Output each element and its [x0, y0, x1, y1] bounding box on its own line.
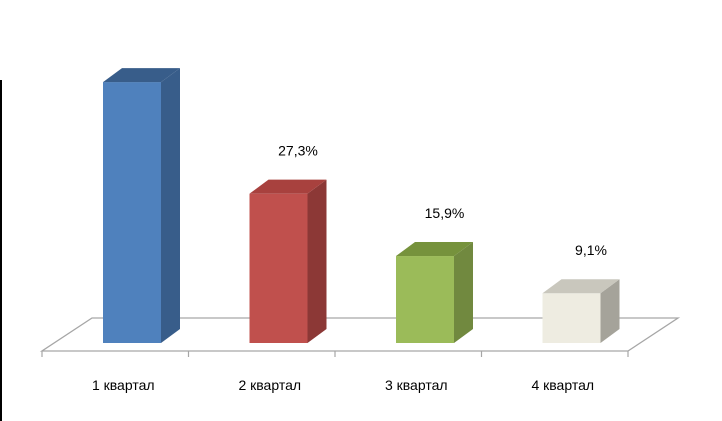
- bar-side-face: [161, 68, 180, 344]
- bar-1: [103, 68, 180, 344]
- bar-front-face: [542, 293, 601, 343]
- bar-top-face: [103, 68, 180, 83]
- bar-top-face: [396, 242, 473, 257]
- bar-side-face: [600, 279, 620, 343]
- bar-top-face: [249, 179, 327, 194]
- category-label: 2 квартал: [238, 377, 301, 393]
- bar-3: [396, 242, 473, 343]
- x-axis-ticks: [41, 351, 629, 357]
- bar-front-face: [103, 82, 161, 344]
- bar-side-face: [454, 242, 473, 343]
- data-label: 15,9%: [425, 205, 465, 221]
- bar-4: [542, 279, 620, 343]
- category-label: 4 квартал: [531, 377, 594, 393]
- bar-top-face: [542, 279, 620, 294]
- category-label: 3 квартал: [385, 377, 448, 393]
- category-label: 1 квартал: [92, 377, 155, 393]
- chart-floor: [39, 317, 681, 352]
- bars-group: [103, 68, 620, 344]
- bar-side-face: [307, 179, 327, 343]
- bar-2: [249, 179, 327, 343]
- data-label: 9,1%: [575, 242, 607, 258]
- bar-front-face: [249, 193, 308, 343]
- category-labels-group: 1 квартал 2 квартал 3 квартал 4 квартал: [92, 377, 594, 393]
- data-labels-group: 27,3% 15,9% 9,1%: [278, 143, 607, 259]
- data-label: 27,3%: [278, 143, 318, 159]
- bar-front-face: [396, 256, 454, 343]
